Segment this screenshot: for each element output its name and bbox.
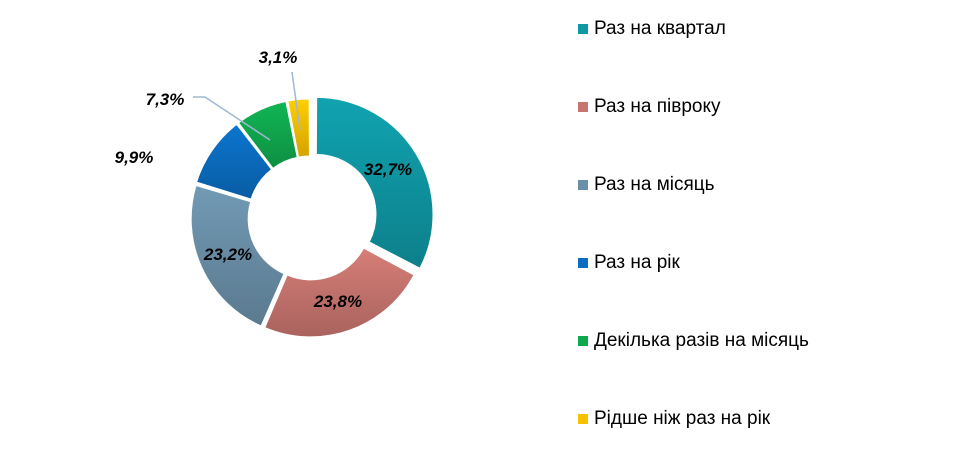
slice-several-monthly xyxy=(237,100,298,170)
legend-item-rarely: Рідше ніж раз на рік xyxy=(578,408,770,430)
legend-label: Раз на місяць xyxy=(594,174,715,195)
legend-item-half-year: Раз на півроку xyxy=(578,96,721,118)
slice-quarterly xyxy=(315,96,434,269)
data-label-quarterly: 32,7% xyxy=(363,160,413,179)
slice-rarely xyxy=(287,98,310,158)
legend-item-quarterly: Раз на квартал xyxy=(578,18,726,40)
data-label-half-year: 23,8% xyxy=(313,292,363,311)
data-label-several-monthly: 7,3% xyxy=(145,90,185,109)
legend-item-monthly: Раз на місяць xyxy=(578,174,715,196)
legend-item-yearly: Раз на рік xyxy=(578,252,680,274)
slice-yearly xyxy=(196,123,273,200)
data-label-yearly: 9,9% xyxy=(114,148,154,167)
legend-item-several-monthly: Декілька разів на місяць xyxy=(578,330,809,352)
donut-chart: 32,7% 23,8% 23,2% 9,9% 7,3% 3,1% xyxy=(114,48,434,338)
legend-label: Раз на квартал xyxy=(594,18,726,39)
slice-monthly xyxy=(190,184,285,327)
legend-label: Декілька разів на місяць xyxy=(594,330,809,351)
leader-line-several-monthly xyxy=(193,96,271,141)
legend-swatch-icon xyxy=(578,24,588,34)
legend-swatch-icon xyxy=(578,180,588,190)
legend-label: Рідше ніж раз на рік xyxy=(594,408,771,429)
legend-label: Раз на рік xyxy=(594,252,680,273)
legend-swatch-icon xyxy=(578,336,588,346)
legend-swatch-icon xyxy=(578,102,588,112)
data-label-rarely: 3,1% xyxy=(258,48,298,67)
slice-half-year xyxy=(264,247,415,338)
leader-line-rarely xyxy=(291,71,301,131)
legend-swatch-icon xyxy=(578,414,588,424)
donut-plot xyxy=(190,71,434,338)
data-label-monthly: 23,2% xyxy=(203,245,253,264)
legend-swatch-icon xyxy=(578,258,588,268)
legend-label: Раз на півроку xyxy=(594,96,721,117)
